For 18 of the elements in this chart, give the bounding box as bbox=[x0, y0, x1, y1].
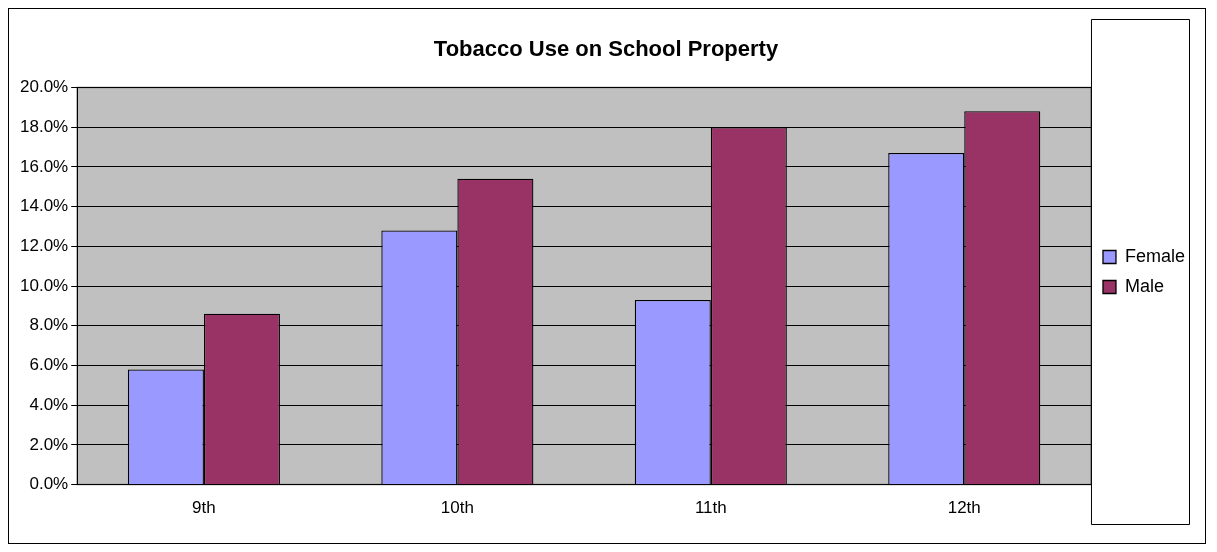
y-tick-label: 16.0% bbox=[20, 156, 69, 176]
y-tick-label: 8.0% bbox=[29, 315, 69, 335]
y-tick-label: 14.0% bbox=[20, 196, 69, 216]
legend-label: Female bbox=[1124, 245, 1186, 266]
y-tick-label: 12.0% bbox=[20, 235, 69, 255]
y-tick-label: 0.0% bbox=[29, 474, 69, 494]
chart-title: Tobacco Use on School Property bbox=[433, 36, 779, 62]
x-tick-label: 9th bbox=[192, 498, 216, 518]
y-tick-label: 18.0% bbox=[20, 116, 69, 136]
x-tick-label: 12th bbox=[947, 498, 981, 518]
y-tick-label: 10.0% bbox=[20, 275, 69, 295]
y-tick-label: 6.0% bbox=[29, 355, 69, 375]
x-tick-label: 10th bbox=[440, 498, 474, 518]
y-tick-label: 2.0% bbox=[29, 434, 69, 454]
legend-label: Male bbox=[1124, 275, 1164, 296]
y-tick-label: 4.0% bbox=[29, 394, 69, 414]
y-tick-label: 20.0% bbox=[20, 77, 69, 97]
x-tick-label: 11th bbox=[694, 498, 727, 518]
